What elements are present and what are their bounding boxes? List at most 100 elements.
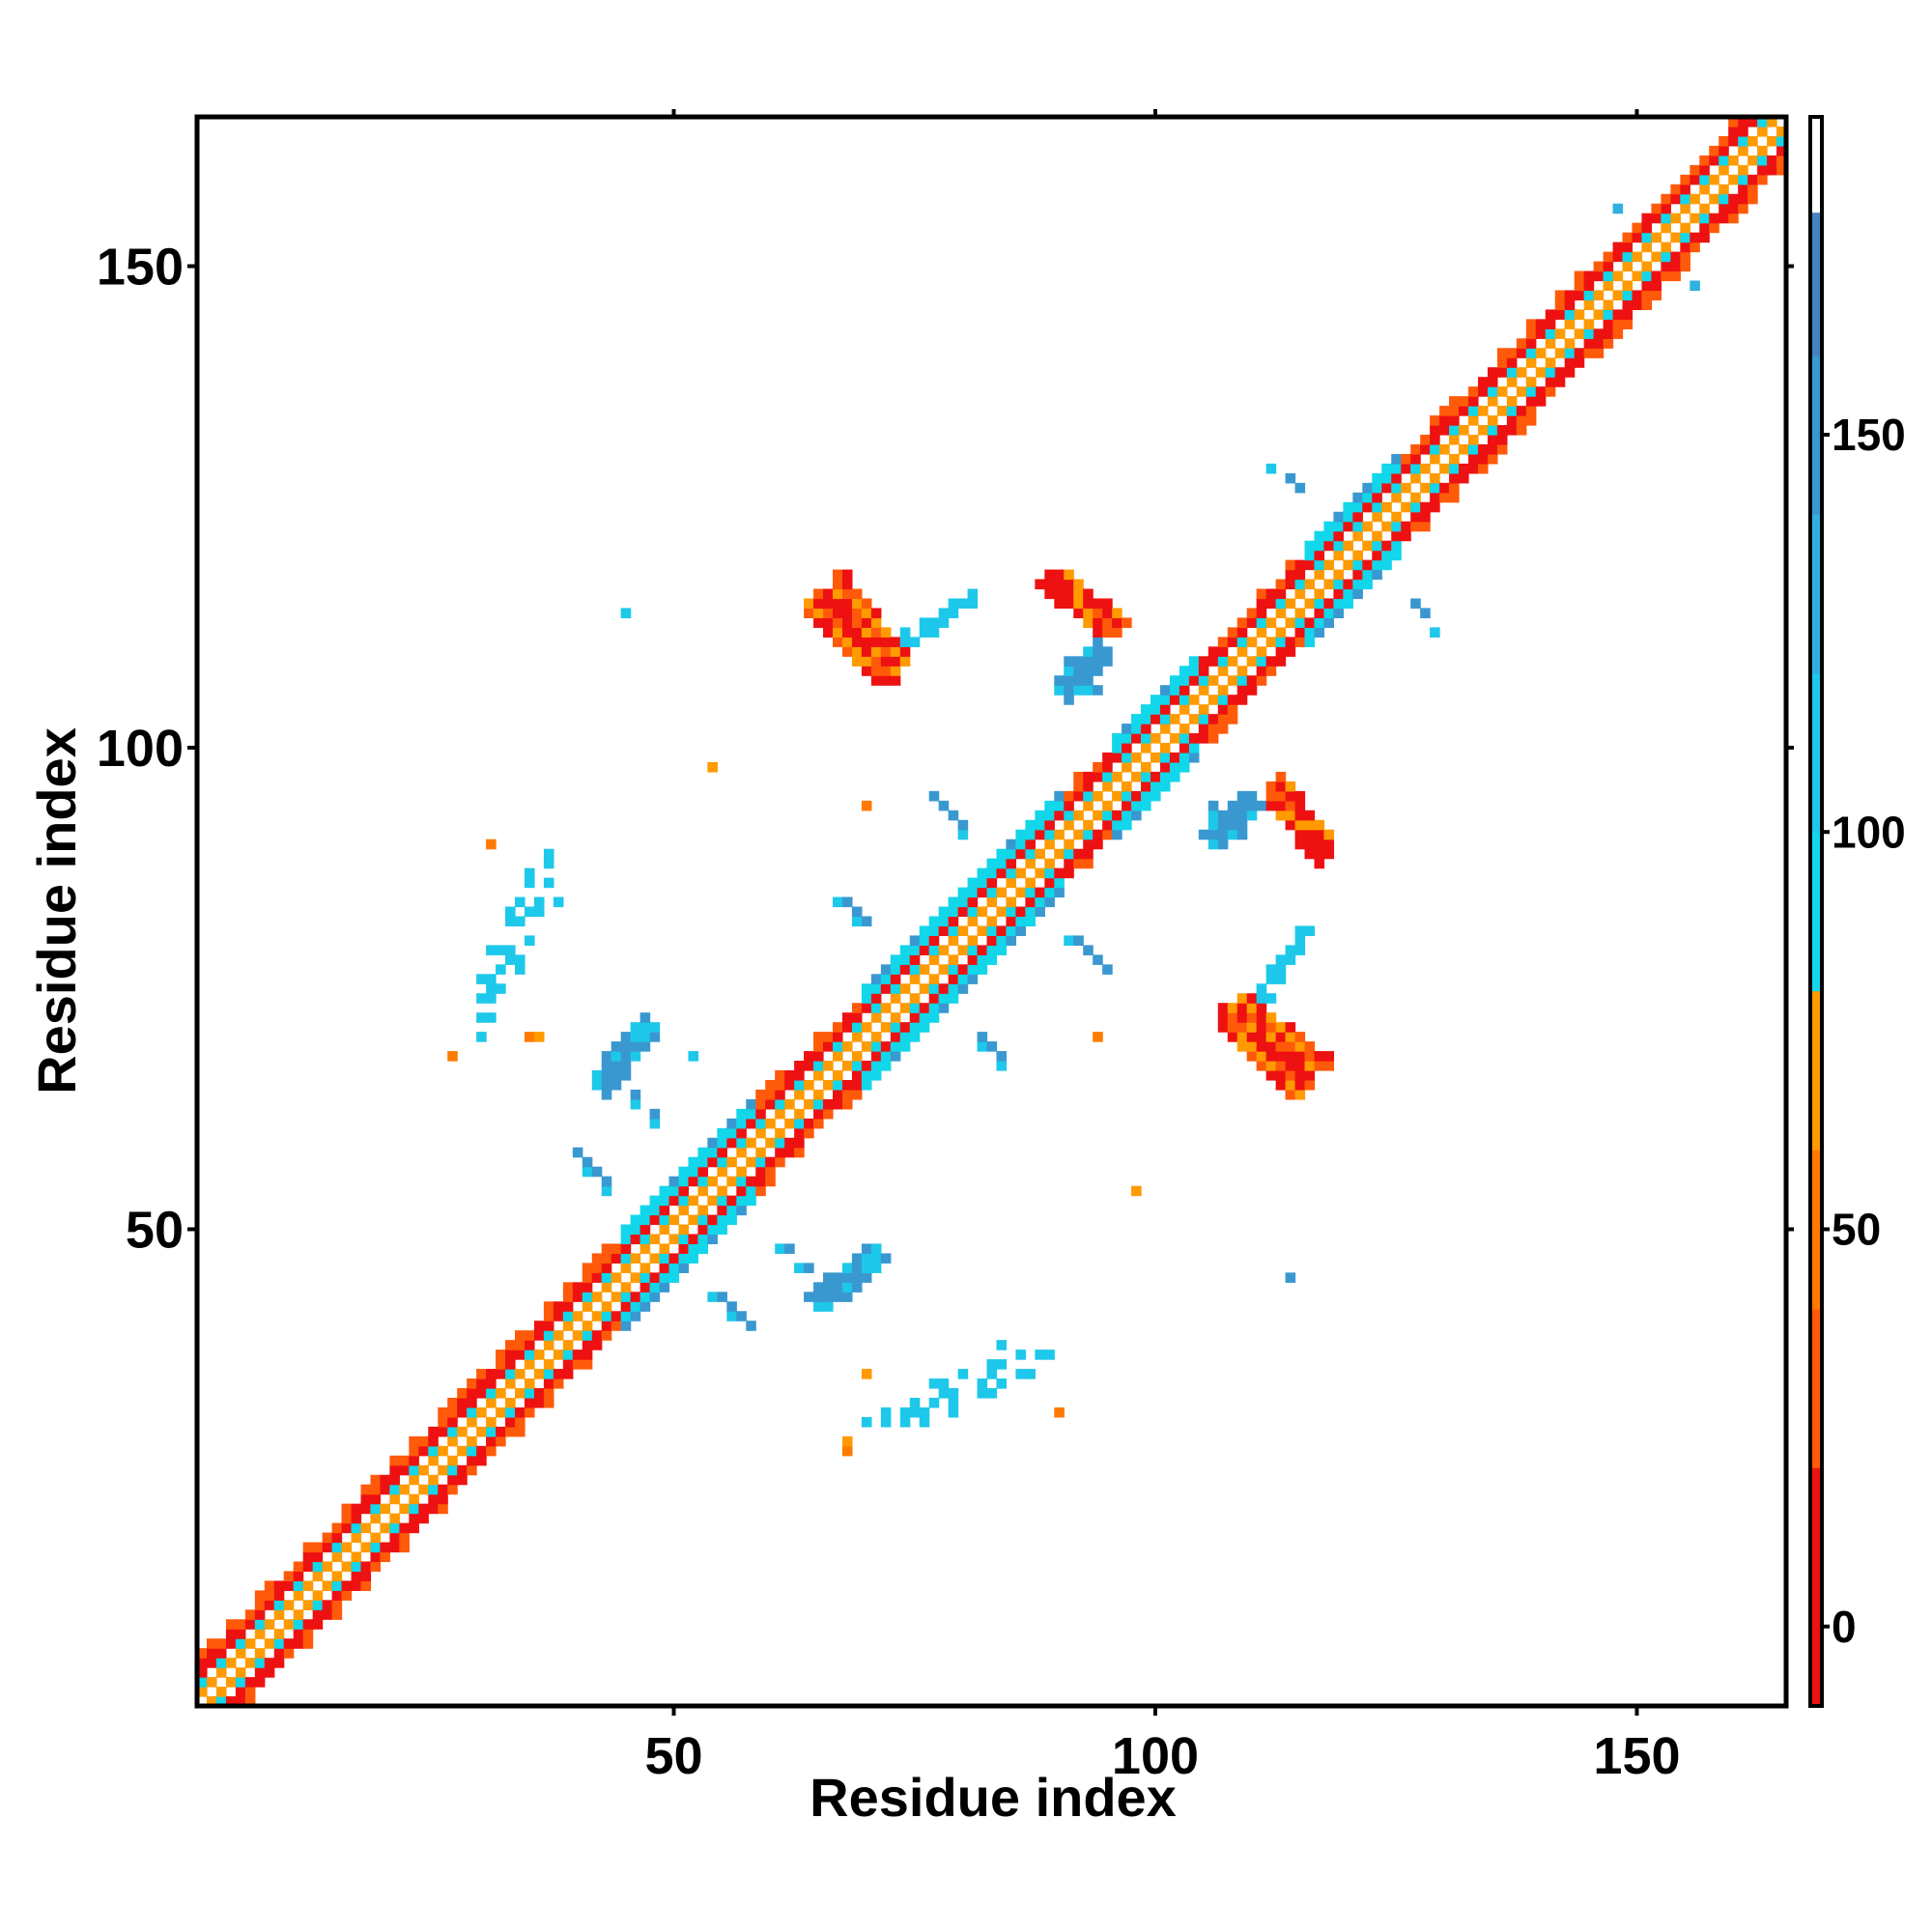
heatmap-cell bbox=[215, 1667, 227, 1678]
heatmap-cell bbox=[1141, 771, 1151, 782]
heatmap-cell bbox=[870, 656, 882, 667]
heatmap-cell bbox=[1583, 280, 1595, 292]
heatmap-cell bbox=[1612, 290, 1624, 301]
heatmap-cell bbox=[746, 1098, 756, 1110]
heatmap-cell bbox=[986, 916, 998, 927]
heatmap-cell bbox=[1690, 213, 1700, 224]
heatmap-cell bbox=[1391, 453, 1402, 465]
heatmap-cell bbox=[833, 1089, 843, 1100]
heatmap-cell bbox=[659, 1214, 670, 1226]
heatmap-cell bbox=[1294, 579, 1306, 590]
heatmap-cell bbox=[775, 1147, 785, 1158]
heatmap-cell bbox=[1044, 800, 1055, 811]
heatmap-cell bbox=[486, 838, 497, 850]
heatmap-cell bbox=[938, 1003, 950, 1013]
heatmap-cell bbox=[370, 1493, 382, 1505]
heatmap-cell bbox=[1477, 463, 1489, 474]
heatmap-cell bbox=[1217, 1003, 1229, 1013]
heatmap-cell bbox=[486, 1378, 497, 1389]
heatmap-cell bbox=[823, 1041, 834, 1052]
heatmap-cell bbox=[1122, 617, 1132, 628]
heatmap-cell bbox=[1314, 819, 1325, 831]
heatmap-cell bbox=[1294, 617, 1306, 628]
heatmap-cell bbox=[1776, 145, 1787, 156]
heatmap-cell bbox=[1304, 627, 1316, 638]
heatmap-cell bbox=[1122, 819, 1132, 831]
heatmap-cell bbox=[457, 1426, 468, 1437]
heatmap-cell bbox=[1449, 406, 1460, 416]
heatmap-cell bbox=[620, 1041, 632, 1052]
heatmap-cell bbox=[1102, 819, 1113, 831]
heatmap-cell bbox=[447, 1455, 458, 1466]
heatmap-cell bbox=[1420, 443, 1431, 455]
heatmap-cell bbox=[1314, 617, 1325, 628]
heatmap-cell bbox=[302, 1580, 314, 1591]
heatmap-cell bbox=[476, 1032, 487, 1042]
heatmap-cell bbox=[794, 1079, 805, 1091]
heatmap-cell bbox=[1275, 1041, 1287, 1052]
heatmap-cell bbox=[1073, 588, 1084, 600]
heatmap-cell bbox=[630, 1224, 641, 1236]
heatmap-cell bbox=[1574, 290, 1585, 301]
heatmap-cell bbox=[1217, 704, 1229, 715]
heatmap-cell bbox=[515, 1340, 526, 1350]
heatmap-cell bbox=[736, 1147, 747, 1158]
heatmap-cell bbox=[273, 1590, 285, 1601]
heatmap-cell bbox=[1381, 501, 1392, 513]
heatmap-cell bbox=[1217, 646, 1229, 657]
heatmap-cell bbox=[1757, 174, 1768, 185]
heatmap-cell bbox=[688, 1166, 699, 1178]
heatmap-cell bbox=[1256, 1051, 1267, 1062]
heatmap-cell bbox=[1430, 415, 1440, 426]
heatmap-cell bbox=[1352, 501, 1363, 513]
heatmap-cell bbox=[1122, 724, 1132, 734]
heatmap-cell bbox=[1102, 617, 1113, 628]
heatmap-cell bbox=[861, 983, 872, 994]
heatmap-cell bbox=[1535, 319, 1547, 329]
heatmap-cell bbox=[813, 1118, 824, 1129]
heatmap-cell bbox=[794, 1127, 805, 1139]
heatmap-cell bbox=[986, 1359, 998, 1370]
heatmap-cell bbox=[649, 1234, 661, 1245]
heatmap-cell bbox=[1747, 117, 1758, 128]
heatmap-cell bbox=[206, 1638, 217, 1649]
heatmap-cell bbox=[1044, 588, 1055, 600]
heatmap-cell bbox=[553, 1330, 564, 1341]
heatmap-cell bbox=[977, 1041, 988, 1052]
heatmap-cell bbox=[755, 1176, 766, 1187]
heatmap-cell bbox=[1236, 675, 1248, 686]
heatmap-cell bbox=[331, 1551, 343, 1563]
heatmap-cell bbox=[841, 1089, 853, 1100]
heatmap-cell bbox=[823, 1272, 834, 1283]
heatmap-cell bbox=[1449, 435, 1460, 445]
colorbar-bin bbox=[1810, 672, 1822, 833]
heatmap-cell bbox=[948, 598, 959, 610]
heatmap-cell bbox=[1151, 771, 1161, 782]
heatmap-cell bbox=[1449, 472, 1460, 484]
heatmap-cell bbox=[1535, 386, 1547, 397]
heatmap-cell bbox=[370, 1503, 382, 1515]
heatmap-cell bbox=[1141, 724, 1151, 734]
heatmap-cell bbox=[1006, 848, 1017, 860]
heatmap-cell bbox=[1323, 848, 1335, 860]
heatmap-cell bbox=[967, 964, 979, 975]
heatmap-cell bbox=[948, 896, 959, 908]
heatmap-cell bbox=[851, 1061, 863, 1071]
heatmap-cell bbox=[823, 1079, 834, 1091]
heatmap-cell bbox=[804, 1263, 814, 1273]
heatmap-cell bbox=[755, 1108, 766, 1120]
heatmap-cell bbox=[302, 1638, 314, 1649]
heatmap-cell bbox=[428, 1474, 439, 1486]
heatmap-cell bbox=[726, 1127, 737, 1139]
heatmap-cell bbox=[1112, 627, 1122, 638]
heatmap-cell bbox=[1641, 242, 1653, 253]
heatmap-cell bbox=[697, 1243, 708, 1255]
heatmap-cell bbox=[1362, 501, 1373, 513]
heatmap-cell bbox=[1738, 203, 1748, 214]
colorbar-bin bbox=[1810, 1308, 1822, 1468]
heatmap-cell bbox=[197, 1687, 208, 1697]
heatmap-cell bbox=[707, 1195, 718, 1207]
heatmap-cell bbox=[1381, 559, 1392, 571]
heatmap-cell bbox=[890, 964, 901, 975]
heatmap-cell bbox=[505, 1350, 516, 1360]
